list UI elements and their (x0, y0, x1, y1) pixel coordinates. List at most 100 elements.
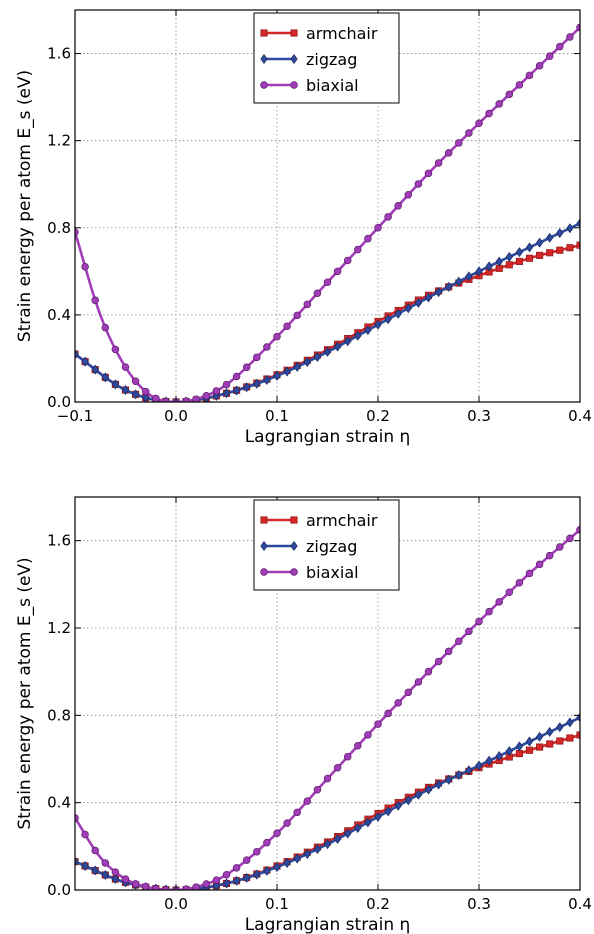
data-point-biaxial (525, 569, 534, 578)
data-point-armchair (525, 746, 534, 754)
data-point-biaxial (212, 387, 221, 395)
data-point-biaxial (374, 224, 382, 232)
data-point-zigzag (263, 374, 271, 385)
legend: armchair zigzag biaxial (253, 499, 400, 591)
data-point-biaxial (394, 699, 402, 707)
data-point-biaxial (101, 323, 110, 332)
legend-label-zigzag: zigzag (306, 537, 357, 556)
data-point-zigzag (364, 817, 372, 828)
x-tick-label: 0.3 (467, 895, 491, 913)
data-point-zigzag (525, 736, 534, 747)
data-point-armchair (515, 750, 523, 758)
data-point-biaxial (253, 847, 261, 856)
data-point-zigzag (505, 746, 513, 757)
legend-marker-armchair (260, 516, 268, 524)
data-point-biaxial (404, 191, 413, 199)
data-point-zigzag (344, 336, 352, 347)
data-point-biaxial (182, 397, 190, 402)
y-tick-label: 0.0 (47, 393, 71, 411)
data-point-zigzag (232, 385, 241, 396)
data-point-zigzag (445, 281, 453, 292)
data-point-biaxial (485, 109, 493, 118)
data-point-biaxial (556, 42, 564, 51)
data-point-biaxial (414, 180, 423, 188)
data-point-zigzag (273, 862, 281, 873)
chart-panel-2: 0.0 0.1 0.2 0.3 0.4 0.0 0.4 0.8 1.2 1.6 Lagrangian… (15, 496, 592, 934)
data-point-zigzag (515, 247, 524, 258)
data-point-zigzag (243, 872, 251, 883)
legend-marker-armchair (260, 29, 268, 37)
data-point-biaxial (323, 278, 332, 286)
data-point-zigzag (91, 865, 99, 876)
x-tick-label: −0.1 (57, 407, 93, 425)
data-point-zigzag (414, 789, 423, 800)
legend-marker-zigzag (260, 54, 268, 64)
data-point-biaxial (232, 372, 241, 381)
data-point-zigzag (576, 218, 580, 229)
data-point-biaxial (283, 819, 291, 827)
data-point-zigzag (81, 356, 89, 367)
data-point-armchair (566, 734, 574, 742)
data-point-biaxial (303, 797, 312, 805)
data-point-zigzag (131, 389, 140, 400)
y-axis-label: Strain energy per atom E_s (eV) (15, 557, 35, 829)
data-point-biaxial (182, 885, 190, 890)
data-point-zigzag (81, 860, 89, 871)
data-point-biaxial (152, 394, 160, 402)
data-point-biaxial (535, 62, 544, 70)
data-point-biaxial (242, 856, 251, 864)
data-point-zigzag (253, 869, 261, 880)
data-point-zigzag (111, 379, 120, 390)
y-tick-label: 0.8 (47, 219, 71, 237)
x-tick-label: 0.1 (265, 895, 289, 913)
data-point-biaxial (384, 213, 392, 221)
data-point-biaxial (333, 267, 342, 276)
data-point-zigzag (101, 372, 109, 383)
data-point-biaxial (505, 588, 514, 596)
data-point-biaxial (394, 202, 402, 210)
x-tick-label: 0.1 (265, 407, 289, 425)
data-point-biaxial (384, 709, 392, 718)
data-point-biaxial (495, 598, 503, 606)
data-point-biaxial (354, 741, 362, 750)
data-point-zigzag (111, 874, 120, 885)
data-point-zigzag (323, 346, 332, 357)
data-point-zigzag (212, 390, 221, 401)
legend-label-zigzag: zigzag (306, 50, 357, 69)
data-point-biaxial (293, 808, 301, 817)
data-point-biaxial (152, 884, 160, 890)
data-point-zigzag (434, 779, 443, 790)
data-point-zigzag (404, 795, 412, 806)
data-point-zigzag (566, 717, 574, 728)
data-point-biaxial (404, 688, 413, 697)
legend-marker-biaxial (260, 81, 268, 89)
data-point-biaxial (545, 52, 554, 60)
data-point-armchair (566, 244, 574, 252)
data-point-zigzag (273, 370, 281, 381)
data-point-biaxial (455, 637, 463, 646)
data-point-zigzag (263, 865, 271, 876)
data-point-biaxial (91, 846, 99, 855)
data-point-zigzag (101, 870, 109, 880)
data-point-zigzag (354, 822, 362, 833)
data-point-biaxial (111, 345, 120, 354)
data-point-zigzag (485, 261, 493, 272)
data-point-zigzag (424, 784, 433, 795)
legend-marker-armchair (290, 516, 298, 524)
data-point-biaxial (232, 864, 241, 872)
data-point-zigzag (556, 722, 564, 733)
legend-marker-zigzag (290, 54, 298, 64)
legend-marker-biaxial (290, 81, 298, 89)
data-point-biaxial (313, 786, 322, 794)
data-point-zigzag (313, 352, 322, 363)
legend-marker-zigzag (260, 541, 268, 551)
data-point-zigzag (121, 385, 130, 396)
data-point-zigzag (384, 806, 392, 817)
data-point-biaxial (434, 657, 443, 666)
x-tick-label: 0.0 (164, 895, 188, 913)
data-point-biaxial (364, 234, 372, 243)
data-point-biaxial (131, 880, 140, 888)
data-point-biaxial (283, 322, 291, 330)
data-point-zigzag (505, 251, 513, 262)
data-point-zigzag (354, 330, 362, 341)
